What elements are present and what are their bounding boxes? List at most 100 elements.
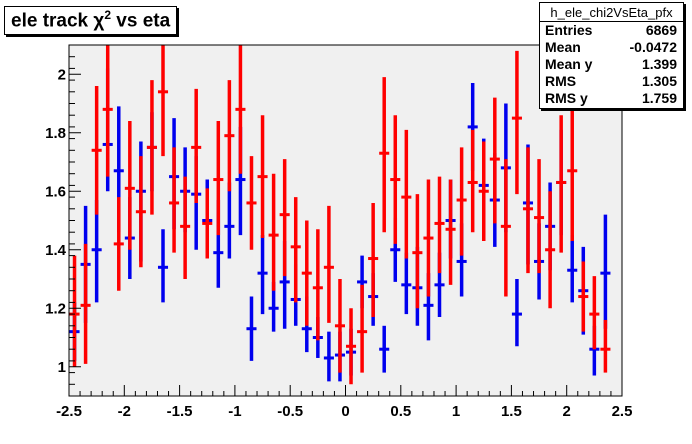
stats-value: 1.759 (641, 90, 677, 106)
y-tick-label: 1.6 (45, 183, 66, 200)
data-point (323, 205, 334, 323)
y-tick-label: 1.4 (45, 242, 67, 259)
x-tick-label: 1.5 (501, 403, 522, 420)
data-point (401, 129, 412, 259)
data-point (578, 261, 589, 332)
data-point (102, 45, 113, 177)
data-point (511, 279, 522, 347)
data-point (467, 129, 478, 233)
plot-frame (69, 45, 622, 396)
data-point (567, 235, 578, 303)
data-point (401, 252, 412, 315)
data-point (522, 147, 534, 274)
data-point (312, 229, 323, 341)
data-point (379, 325, 390, 373)
stats-row: Mean -0.0472 (540, 39, 683, 56)
y-tick-label: 1.2 (45, 300, 66, 317)
y-tick-label: 2 (58, 66, 66, 83)
data-point (445, 179, 456, 285)
data-point (180, 176, 191, 279)
data-point (91, 85, 102, 215)
data-point (390, 115, 401, 244)
stats-label: Mean y (545, 56, 593, 72)
data-point (600, 319, 611, 373)
data-point (279, 159, 290, 277)
data-point (368, 202, 379, 318)
stats-label: RMS y (545, 90, 588, 106)
data-point (135, 156, 146, 268)
data-point (224, 80, 235, 192)
statistics-box: h_ele_chi2VsEta_pfx Entries 6869 Mean -0.0… (539, 2, 684, 109)
data-point (202, 188, 213, 259)
data-point (334, 279, 345, 373)
data-point (412, 194, 423, 309)
error-bar-markers (69, 45, 611, 385)
stats-value: 6869 (645, 22, 677, 38)
x-tick-label: 1 (452, 403, 460, 420)
data-point (357, 284, 368, 373)
stats-label: RMS (545, 73, 577, 89)
data-point (113, 197, 124, 291)
chart-title-suffix: vs eta (111, 10, 171, 32)
stats-row: Entries 6869 (540, 22, 683, 39)
data-point (301, 220, 312, 326)
data-point (246, 296, 257, 361)
x-tick-label: 2 (563, 403, 571, 420)
x-tick-label: 0 (341, 403, 349, 420)
data-point (257, 235, 268, 315)
data-point (346, 308, 357, 385)
data-point (545, 191, 556, 309)
stats-label: Mean (545, 39, 581, 55)
data-point (268, 173, 279, 291)
data-point (146, 80, 157, 215)
x-tick-label: 0.5 (390, 403, 411, 420)
y-tick-label: 1.8 (45, 125, 66, 142)
x-tick-label: -1.5 (167, 403, 193, 420)
data-point (169, 147, 180, 253)
data-point (589, 276, 600, 350)
data-point (191, 88, 202, 203)
data-point (290, 197, 301, 303)
data-point (213, 121, 224, 236)
data-point (124, 121, 135, 250)
x-tick-label: 2.5 (612, 403, 633, 420)
data-point (478, 141, 489, 241)
stats-row: RMS 1.305 (540, 73, 683, 90)
data-point (91, 200, 102, 303)
data-point (224, 182, 235, 259)
stats-row: Mean y 1.399 (540, 56, 683, 73)
x-tick-label: -0.5 (277, 403, 303, 420)
data-point (567, 88, 578, 241)
data-point (80, 243, 91, 364)
data-point (500, 159, 511, 297)
data-point (257, 115, 268, 239)
data-point (556, 115, 567, 253)
data-point (489, 97, 500, 224)
stats-row: RMS y 1.759 (540, 90, 683, 107)
stats-label: Entries (545, 22, 593, 38)
chart-title-text: ele track χ (11, 10, 105, 32)
stats-value: -0.0472 (629, 39, 677, 55)
chart-title-superscript: 2 (104, 8, 112, 22)
stats-histogram-name: h_ele_chi2VsEta_pfx (540, 3, 683, 22)
stats-value: 1.305 (641, 73, 677, 89)
y-tick-label: 1 (58, 359, 66, 376)
data-point (423, 179, 434, 297)
data-point (323, 331, 334, 382)
data-point (534, 159, 545, 274)
stats-value: 1.399 (641, 56, 677, 72)
data-point (379, 77, 390, 233)
chart-title: ele track χ2 vs eta (4, 6, 178, 36)
x-tick-label: -1 (228, 403, 241, 420)
data-point (246, 156, 257, 250)
data-point (456, 147, 467, 256)
x-tick-label: -2.5 (56, 403, 82, 420)
x-tick-label: -2 (118, 403, 131, 420)
data-point (600, 214, 611, 329)
data-point (434, 176, 445, 274)
data-point (235, 45, 246, 174)
data-point (157, 45, 169, 157)
data-point (157, 229, 169, 303)
data-point (511, 50, 522, 195)
